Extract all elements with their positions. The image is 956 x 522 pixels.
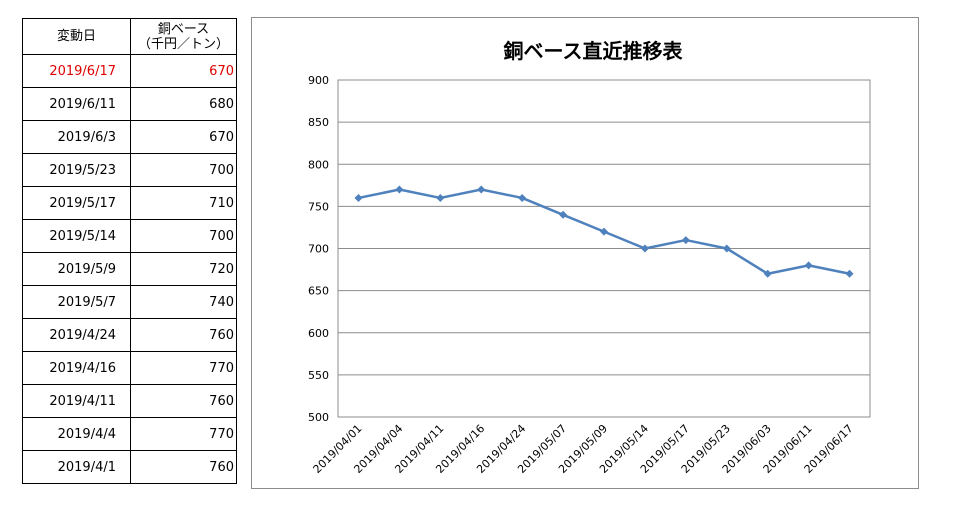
- table-row: 2019/5/17 710: [22, 186, 237, 220]
- data-point: [354, 193, 363, 202]
- table-row: 2019/5/14 700: [22, 219, 237, 253]
- cell-date: 2019/6/3: [22, 120, 131, 154]
- table-row: 2019/5/7 740: [22, 285, 237, 319]
- chart-frame: 銅ベース直近推移表 500 550 600 650 700 750 800 850 900 201…: [251, 17, 919, 489]
- cell-date: 2019/4/4: [22, 417, 131, 451]
- data-point: [436, 193, 445, 202]
- line-chart: 5005506006507007508008509002019/04/01201…: [308, 74, 871, 476]
- y-tick-label: 900: [308, 74, 329, 87]
- cell-price: 670: [130, 54, 237, 88]
- table-row: 2019/5/9 720: [22, 252, 237, 286]
- data-point: [681, 236, 690, 245]
- data-point: [640, 244, 649, 253]
- cell-price: 770: [130, 351, 237, 385]
- cell-date: 2019/5/17: [22, 186, 131, 220]
- y-tick-label: 600: [308, 327, 329, 340]
- cell-price: 670: [130, 120, 237, 154]
- cell-date: 2019/4/11: [22, 384, 131, 418]
- header-price-line2: （千円／トン）: [137, 36, 229, 52]
- cell-date: 2019/6/17: [22, 54, 131, 88]
- table-row: 2019/4/11 760: [22, 384, 237, 418]
- data-point: [600, 227, 608, 236]
- header-price: 銅ベース （千円／トン）: [130, 18, 237, 55]
- data-point: [804, 261, 813, 270]
- data-point: [722, 244, 731, 253]
- cell-date: 2019/4/24: [22, 318, 131, 352]
- chart-title: 銅ベース直近推移表: [503, 39, 683, 63]
- table-row: 2019/4/1 760: [22, 450, 237, 484]
- cell-price: 760: [130, 384, 237, 418]
- header-date: 変動日: [22, 18, 131, 55]
- cell-date: 2019/4/1: [22, 450, 131, 484]
- cell-date: 2019/5/23: [22, 153, 131, 187]
- header-price-line1: 銅ベース: [157, 21, 210, 37]
- cell-price: 740: [130, 285, 237, 319]
- cell-date: 2019/5/14: [22, 219, 131, 253]
- table-header-row: 変動日 銅ベース （千円／トン）: [22, 18, 237, 55]
- table-row: 2019/4/4 770: [22, 417, 237, 451]
- cell-date: 2019/6/11: [22, 87, 131, 121]
- data-point: [477, 185, 486, 194]
- cell-price: 760: [130, 318, 237, 352]
- cell-price: 710: [130, 186, 237, 220]
- data-point: [845, 269, 854, 278]
- table-row: 2019/6/3 670: [22, 120, 237, 154]
- data-point: [763, 269, 772, 278]
- table-row: 2019/6/17 670: [22, 54, 237, 88]
- y-tick-label: 550: [308, 369, 329, 382]
- y-tick-label: 800: [308, 158, 329, 171]
- y-tick-label: 750: [308, 200, 329, 213]
- y-tick-label: 650: [308, 285, 329, 298]
- cell-date: 2019/5/7: [22, 285, 131, 319]
- y-tick-label: 850: [308, 116, 329, 129]
- cell-date: 2019/4/16: [22, 351, 131, 385]
- price-table: 変動日 銅ベース （千円／トン） 2019/6/17 670 2019/6/11 68…: [22, 18, 237, 484]
- data-point: [518, 193, 527, 202]
- y-tick-label: 500: [308, 411, 329, 424]
- data-point: [395, 185, 404, 194]
- cell-price: 720: [130, 252, 237, 286]
- cell-price: 680: [130, 87, 237, 121]
- table-row: 2019/4/16 770: [22, 351, 237, 385]
- data-point: [559, 210, 568, 219]
- plot-area: [337, 79, 871, 418]
- table-row: 2019/4/24 760: [22, 318, 237, 352]
- cell-price: 700: [130, 153, 237, 187]
- cell-price: 760: [130, 450, 237, 484]
- y-tick-label: 700: [308, 243, 329, 256]
- cell-price: 770: [130, 417, 237, 451]
- table-row: 2019/6/11 680: [22, 87, 237, 121]
- cell-price: 700: [130, 219, 237, 253]
- cell-date: 2019/5/9: [22, 252, 131, 286]
- table-row: 2019/5/23 700: [22, 153, 237, 187]
